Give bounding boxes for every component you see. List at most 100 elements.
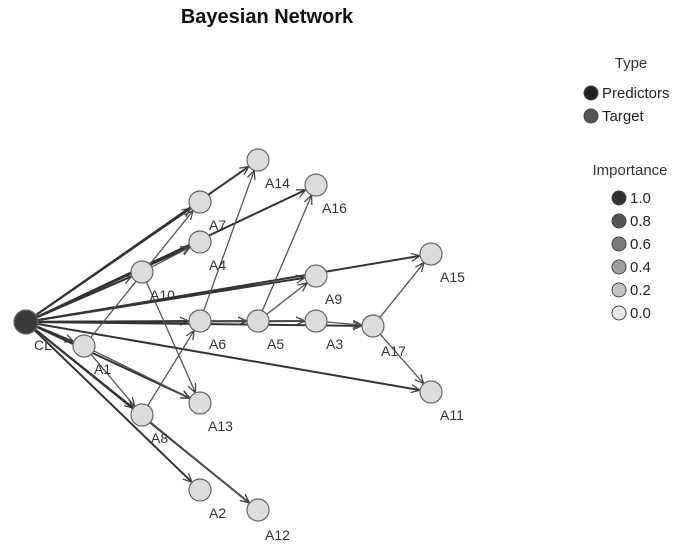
node-label-a8: A8: [151, 430, 168, 446]
node-circle-a5[interactable]: [246, 309, 270, 333]
node-circle-a11[interactable]: [419, 380, 443, 404]
node-label-a17: A17: [381, 343, 406, 359]
node-label-a13: A13: [208, 418, 233, 434]
node-circle-a3[interactable]: [304, 309, 328, 333]
legend: Type Predictors Target Importance 1.0 0.8 0…: [583, 55, 670, 322]
node-label-a10: A10: [150, 287, 175, 303]
legend-importance-item: 0.0: [611, 305, 651, 322]
node-circle-a14[interactable]: [246, 148, 270, 172]
edge-cl-to-a14: [35, 167, 248, 316]
node-a7[interactable]: A7: [188, 190, 226, 233]
node-circle-a13[interactable]: [188, 391, 212, 415]
node-a12[interactable]: A12: [246, 498, 290, 543]
node-label-a2: A2: [209, 505, 226, 521]
edge-cl-to-a15: [37, 256, 419, 321]
node-a10[interactable]: A10: [130, 260, 175, 303]
node-label-a5: A5: [267, 336, 284, 352]
edge-cl-to-a2: [33, 329, 192, 481]
node-circle-a15[interactable]: [419, 242, 443, 266]
node-label-a4: A4: [209, 257, 226, 273]
legend-type-item: Target: [583, 108, 645, 125]
legend-importance-item: 0.2: [611, 282, 651, 299]
edge-a1-to-a13: [93, 350, 189, 398]
edge-a6-to-a14: [203, 171, 254, 311]
edge-a17-to-a11: [379, 333, 423, 383]
node-circle-a7[interactable]: [188, 190, 212, 214]
legend-importance-swatch: [611, 282, 627, 298]
nodes: CL A1 A2 A3 A4 A5 A6 A7 A8 A9 A10 A11 A12 A13 A14 A15 A1…: [13, 148, 465, 543]
node-circle-a4[interactable]: [188, 230, 212, 254]
node-a16[interactable]: A16: [304, 173, 347, 216]
legend-type-swatch: [583, 108, 599, 124]
node-a8[interactable]: A8: [130, 403, 168, 446]
node-circle-a1[interactable]: [72, 334, 96, 358]
edge-a5-to-a16: [261, 196, 311, 312]
edges: [33, 167, 424, 503]
legend-importance-label: 0.6: [630, 236, 651, 253]
node-circle-a12[interactable]: [246, 498, 270, 522]
node-label-a16: A16: [322, 200, 347, 216]
edge-a10-to-a13: [145, 281, 196, 392]
edge-a3-to-a17: [326, 322, 361, 325]
legend-importance-swatch: [611, 190, 627, 206]
legend-importance-label: 0.4: [630, 259, 651, 276]
node-a2[interactable]: A2: [188, 478, 226, 521]
node-label-a7: A7: [209, 217, 226, 233]
node-a9[interactable]: A9: [304, 264, 342, 307]
node-a6[interactable]: A6: [188, 309, 226, 352]
node-a5[interactable]: A5: [246, 309, 284, 352]
legend-type-item: Predictors: [583, 85, 670, 102]
legend-importance-item: 0.4: [611, 259, 651, 276]
node-label-a15: A15: [440, 269, 465, 285]
edge-cl-to-a16: [36, 190, 305, 318]
edge-a17-to-a15: [379, 263, 424, 318]
node-label-a12: A12: [265, 527, 290, 543]
node-a3[interactable]: A3: [304, 309, 343, 352]
legend-type-heading: Type: [615, 55, 648, 72]
legend-importance-swatch: [611, 213, 627, 229]
diagram-title: Bayesian Network: [181, 6, 354, 28]
node-a15[interactable]: A15: [419, 242, 465, 285]
node-label-a3: A3: [326, 336, 343, 352]
legend-importance-swatch: [611, 305, 627, 321]
node-circle-a16[interactable]: [304, 173, 328, 197]
legend-importance-label: 0.8: [630, 213, 651, 230]
node-a17[interactable]: A17: [361, 314, 406, 359]
node-circle-a10[interactable]: [130, 260, 154, 284]
legend-type-items: Predictors Target: [583, 85, 670, 125]
node-a4[interactable]: A4: [188, 230, 226, 273]
legend-type-label: Predictors: [602, 85, 670, 102]
node-label-a6: A6: [209, 336, 226, 352]
legend-type-label: Target: [602, 108, 645, 125]
node-cl[interactable]: CL: [13, 309, 52, 353]
node-circle-a8[interactable]: [130, 403, 154, 427]
legend-importance-item: 0.6: [611, 236, 651, 253]
edge-cl-to-a11: [37, 323, 419, 390]
node-circle-cl[interactable]: [13, 309, 39, 335]
edge-a5-to-a9: [266, 283, 307, 315]
edge-a8-to-a6: [147, 331, 194, 406]
node-a1[interactable]: A1: [72, 334, 111, 377]
node-label-a9: A9: [325, 291, 342, 307]
edge-a8-to-a12: [150, 421, 249, 502]
legend-importance-swatch: [611, 236, 627, 252]
legend-importance-label: 1.0: [630, 190, 651, 207]
node-a11[interactable]: A11: [419, 380, 464, 423]
edge-a1-to-a8: [90, 353, 134, 405]
node-circle-a17[interactable]: [361, 314, 385, 338]
edge-cl-to-a13: [36, 326, 189, 398]
legend-importance-label: 0.0: [630, 305, 651, 322]
edge-a10-to-a4: [151, 248, 190, 268]
node-a14[interactable]: A14: [246, 148, 290, 191]
node-circle-a6[interactable]: [188, 309, 212, 333]
node-circle-a9[interactable]: [304, 264, 328, 288]
node-label-cl: CL: [34, 337, 52, 353]
node-label-a11: A11: [440, 407, 464, 423]
legend-importance-label: 0.2: [630, 282, 651, 299]
legend-importance-item: 0.8: [611, 213, 651, 230]
node-label-a1: A1: [94, 361, 111, 377]
legend-importance-items: 1.0 0.8 0.6 0.4 0.2 0.0: [611, 190, 651, 322]
node-a13[interactable]: A13: [188, 391, 233, 434]
node-circle-a2[interactable]: [188, 478, 212, 502]
legend-type-swatch: [583, 85, 599, 101]
